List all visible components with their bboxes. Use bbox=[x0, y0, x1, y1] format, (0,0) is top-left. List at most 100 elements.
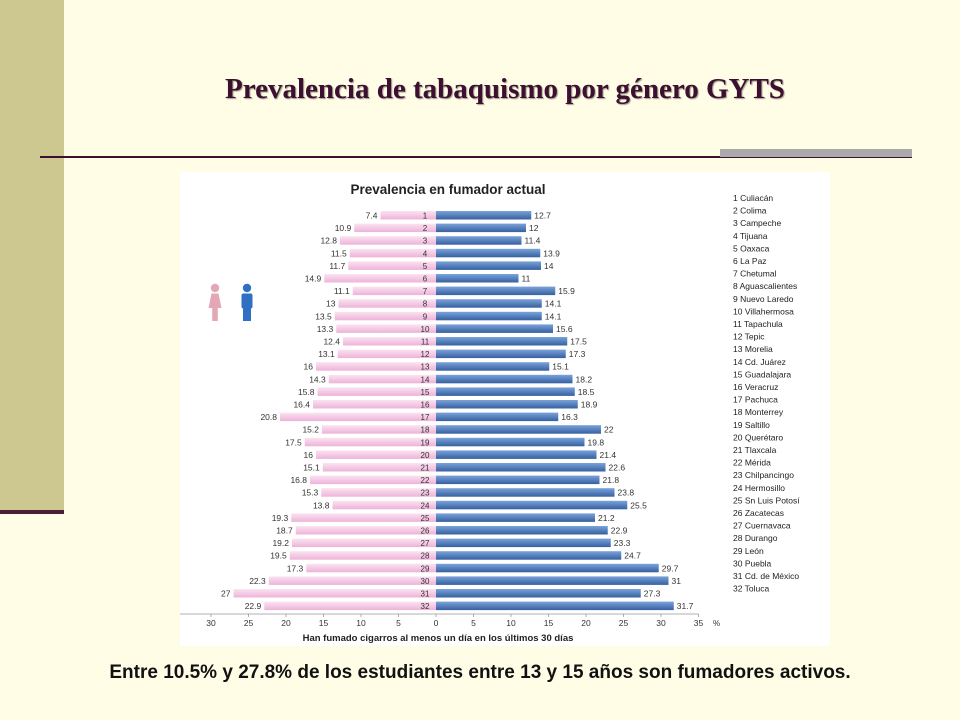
female-value-label: 22.9 bbox=[245, 601, 262, 611]
legend-entry: 27 Cuernavaca bbox=[733, 521, 791, 531]
legend-entry: 10 Villahermosa bbox=[733, 306, 794, 316]
female-bar bbox=[343, 337, 436, 346]
female-value-label: 19.3 bbox=[272, 513, 289, 523]
x-axis-label: Han fumado cigarros al menos un día en l… bbox=[303, 633, 574, 644]
male-value-label: 15.9 bbox=[558, 286, 575, 296]
male-bar bbox=[436, 324, 553, 333]
female-bar bbox=[380, 211, 436, 220]
category-label: 26 bbox=[421, 527, 430, 536]
legend: 1 Culiacán 2 Colima 3 Campeche 4 Tijuana 5 O… bbox=[733, 193, 800, 594]
bars-group: 7.4 12.7 1 10.9 12 2 12.8 11.4 3 11.5 13.9 4 11.7 14 5… bbox=[221, 211, 694, 612]
female-bar bbox=[322, 425, 436, 434]
female-value-label: 13 bbox=[326, 299, 336, 309]
male-bar bbox=[436, 563, 659, 573]
x-tick-label: 10 bbox=[506, 618, 516, 628]
category-label: 18 bbox=[421, 426, 430, 435]
legend-entry: 3 Campeche bbox=[733, 218, 781, 228]
category-label: 23 bbox=[421, 489, 430, 498]
legend-entry: 32 Toluca bbox=[733, 584, 770, 594]
legend-entry: 21 Tlaxcala bbox=[733, 445, 777, 455]
male-bar bbox=[436, 311, 542, 321]
chart-panel: Prevalencia en fumador actual 7.4 12.7 1 10… bbox=[180, 172, 830, 646]
male-value-label: 24.7 bbox=[624, 551, 641, 561]
category-label: 16 bbox=[421, 401, 430, 410]
legend-entry: 13 Morelia bbox=[733, 344, 773, 354]
male-bar bbox=[436, 425, 601, 434]
male-value-label: 11 bbox=[522, 274, 531, 284]
female-value-label: 22.3 bbox=[249, 576, 266, 586]
male-value-label: 12.7 bbox=[534, 211, 551, 221]
male-bar bbox=[436, 463, 606, 472]
male-bar bbox=[436, 488, 615, 497]
male-bar bbox=[436, 538, 611, 548]
female-bar bbox=[310, 475, 436, 485]
female-bar bbox=[324, 274, 436, 283]
legend-entry: 25 Sn Luis Potosí bbox=[733, 495, 800, 505]
male-bar bbox=[436, 412, 559, 422]
category-label: 29 bbox=[421, 564, 430, 573]
legend-entry: 16 Veracruz bbox=[733, 382, 778, 392]
legend-entry: 11 Tapachula bbox=[733, 319, 783, 329]
male-value-label: 31 bbox=[672, 576, 682, 586]
female-bar bbox=[340, 236, 436, 245]
category-label: 3 bbox=[423, 237, 428, 246]
female-bar bbox=[317, 387, 436, 396]
female-bar bbox=[316, 450, 436, 459]
category-label: 27 bbox=[421, 539, 430, 548]
x-tick-label: 25 bbox=[244, 618, 254, 628]
female-bar bbox=[328, 374, 436, 384]
male-bar bbox=[436, 374, 573, 384]
female-value-label: 15.8 bbox=[298, 387, 315, 397]
x-tick-label: 30 bbox=[206, 618, 216, 628]
category-label: 22 bbox=[421, 476, 430, 485]
category-label: 32 bbox=[421, 602, 430, 611]
legend-entry: 8 Aguascalientes bbox=[733, 281, 797, 291]
male-bar bbox=[436, 349, 566, 359]
male-value-label: 17.3 bbox=[569, 349, 586, 359]
female-value-label: 13.3 bbox=[317, 324, 334, 334]
category-label: 12 bbox=[421, 350, 430, 359]
male-bar bbox=[436, 450, 597, 459]
female-value-label: 15.3 bbox=[302, 488, 319, 498]
male-value-label: 15.1 bbox=[552, 362, 569, 372]
x-tick-label: 25 bbox=[619, 618, 629, 628]
male-value-label: 15.6 bbox=[556, 324, 573, 334]
male-value-label: 18.5 bbox=[578, 387, 595, 397]
chart-title: Prevalencia en fumador actual bbox=[350, 182, 545, 197]
legend-entry: 18 Monterrey bbox=[733, 407, 784, 417]
female-value-label: 12.8 bbox=[320, 236, 337, 246]
male-value-label: 23.8 bbox=[618, 488, 635, 498]
category-label: 17 bbox=[421, 413, 430, 422]
male-bar bbox=[436, 299, 542, 308]
slide-title: Prevalencia de tabaquismo por género GYT… bbox=[225, 73, 785, 105]
female-value-label: 16 bbox=[304, 450, 314, 460]
female-bar bbox=[313, 400, 436, 409]
x-tick-label: 10 bbox=[356, 618, 366, 628]
female-value-label: 13.8 bbox=[313, 500, 330, 510]
female-value-label: 15.1 bbox=[303, 463, 320, 473]
male-value-label: 21.2 bbox=[598, 513, 615, 523]
female-bar bbox=[334, 311, 436, 321]
legend-entry: 31 Cd. de México bbox=[733, 571, 799, 581]
male-bar bbox=[436, 362, 550, 371]
legend-entry: 26 Zacatecas bbox=[733, 508, 784, 518]
x-tick-label: 5 bbox=[471, 618, 476, 628]
category-label: 8 bbox=[423, 300, 428, 309]
female-value-label: 14.3 bbox=[309, 374, 326, 384]
title-divider bbox=[40, 156, 912, 158]
legend-entry: 20 Querétaro bbox=[733, 432, 783, 442]
male-bar bbox=[436, 589, 641, 598]
category-label: 5 bbox=[423, 262, 428, 271]
female-bar bbox=[268, 576, 436, 585]
category-label: 4 bbox=[423, 249, 428, 258]
female-value-label: 13.5 bbox=[315, 311, 332, 321]
category-label: 15 bbox=[421, 388, 430, 397]
category-label: 19 bbox=[421, 438, 430, 447]
female-value-label: 18.7 bbox=[276, 526, 293, 536]
female-bar bbox=[337, 349, 436, 359]
x-tick-label: 0 bbox=[434, 618, 439, 628]
category-label: 21 bbox=[421, 464, 430, 473]
legend-entry: 30 Puebla bbox=[733, 558, 772, 568]
female-bar bbox=[354, 223, 436, 233]
female-bar bbox=[292, 538, 436, 548]
